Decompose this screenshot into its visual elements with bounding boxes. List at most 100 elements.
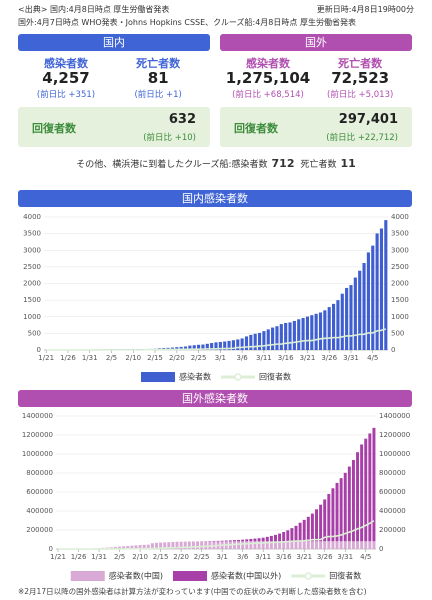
- x-tick-label: 2/5: [114, 553, 125, 561]
- bar: [253, 541, 257, 549]
- bar: [204, 541, 208, 549]
- bar: [257, 332, 262, 350]
- bar: [261, 537, 265, 542]
- legend-label: 回復者数: [259, 372, 291, 382]
- bar: [310, 541, 314, 549]
- bar: [327, 493, 331, 542]
- legend: 感染者数(中国) 感染者数(中国以外) 回復者数: [70, 571, 361, 581]
- bar: [306, 541, 310, 549]
- stat-change: (前日比 +68,514): [232, 90, 304, 100]
- y-tick-label: 3500: [23, 230, 41, 238]
- y2-tick-label: 600000: [379, 488, 406, 496]
- bar: [315, 541, 318, 549]
- bar: [364, 438, 368, 542]
- bar: [265, 541, 269, 549]
- recovered-value: 297,401: [338, 112, 398, 127]
- bar: [249, 538, 253, 542]
- recovered-label: 回復者数: [234, 122, 278, 135]
- bar: [279, 324, 283, 350]
- bar: [269, 541, 273, 549]
- bar: [134, 545, 138, 549]
- bar: [192, 345, 196, 350]
- x-tick-label: 1/21: [50, 553, 66, 561]
- bar: [232, 540, 236, 542]
- x-tick-label: 2/5: [106, 354, 117, 362]
- cruise-text: その他、横浜港に到着したクルーズ船:感染者数: [76, 160, 268, 170]
- bar: [294, 541, 298, 549]
- recovered-value: 632: [168, 112, 196, 127]
- bar: [294, 525, 298, 542]
- y2-tick-label: 1500: [391, 296, 409, 304]
- bar: [356, 541, 360, 549]
- bar: [302, 519, 306, 542]
- bar: [306, 516, 310, 542]
- recovered-label: 回復者数: [32, 122, 76, 135]
- bar: [360, 444, 364, 542]
- y2-tick-label: 2500: [391, 263, 409, 271]
- bar: [297, 319, 301, 350]
- bar: [257, 541, 261, 549]
- bar: [375, 233, 379, 350]
- panel-header: 国内: [18, 34, 210, 51]
- bar: [224, 540, 228, 542]
- bar: [323, 310, 327, 350]
- bar: [331, 488, 335, 542]
- y-tick-label: 800000: [26, 469, 53, 477]
- chart-title: 国外感染者数: [182, 391, 248, 405]
- bar: [237, 539, 241, 542]
- bar: [118, 546, 122, 549]
- bar: [366, 252, 370, 350]
- bar: [167, 542, 171, 549]
- bar: [208, 541, 212, 549]
- bar: [257, 538, 261, 542]
- bar: [210, 343, 214, 350]
- x-tick-label: 3/11: [255, 553, 271, 561]
- bar: [241, 539, 245, 542]
- bar: [271, 327, 275, 350]
- bar: [214, 342, 218, 350]
- stat-label: 感染者数: [44, 57, 88, 70]
- bar: [261, 541, 265, 549]
- bar: [331, 541, 335, 549]
- bar: [372, 541, 376, 549]
- source: <出典> 国内:4月8日時点 厚生労働省発表: [18, 5, 170, 14]
- y2-tick-label: 1200000: [379, 431, 410, 439]
- legend-label: 感染者数(中国以外): [211, 571, 281, 581]
- bar: [196, 541, 200, 549]
- footnote: ※2月17日以降の国外感染者は計算方法が変わっています(中国での症状のみで判断し…: [18, 587, 367, 596]
- bar: [353, 277, 357, 350]
- y2-tick-label: 2000: [391, 280, 409, 288]
- legend: 感染者数 回復者数: [141, 372, 291, 382]
- bar: [245, 539, 249, 542]
- x-tick-label: 3/31: [343, 354, 359, 362]
- recovered-box: [220, 107, 412, 147]
- x-tick-label: 3/1: [217, 553, 228, 561]
- bar: [205, 343, 209, 350]
- bar: [274, 541, 277, 549]
- y-tick-label: 4000: [23, 213, 41, 221]
- legend-swatch: [141, 372, 175, 382]
- x-tick-label: 1/26: [60, 354, 76, 362]
- bar: [175, 541, 179, 549]
- bar: [327, 541, 331, 549]
- stat-change: (前日比 +5,013): [327, 90, 394, 100]
- stat-value: 72,523: [331, 69, 390, 87]
- y2-tick-label: 800000: [379, 469, 406, 477]
- bar: [339, 478, 343, 542]
- bar: [249, 334, 253, 350]
- y2-tick-label: 400000: [379, 507, 406, 515]
- bar: [138, 545, 142, 549]
- bar: [358, 270, 362, 350]
- x-tick-label: 2/25: [191, 354, 207, 362]
- y2-tick-label: 200000: [379, 526, 406, 534]
- x-tick-label: 1/31: [82, 354, 98, 362]
- bar: [335, 541, 339, 549]
- bar: [343, 541, 347, 549]
- legend-swatch: [173, 571, 207, 581]
- y-tick-label: 1500: [23, 296, 41, 304]
- cruise-cases: 712: [271, 157, 295, 170]
- bar: [323, 499, 327, 542]
- bar: [245, 541, 249, 549]
- bar: [187, 541, 191, 549]
- legend-swatch: [70, 571, 105, 581]
